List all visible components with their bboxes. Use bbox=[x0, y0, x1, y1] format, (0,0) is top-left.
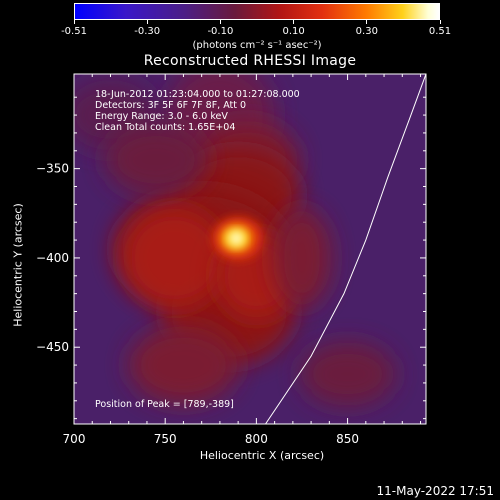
colorbar-tick-label: -0.51 bbox=[61, 26, 87, 37]
colorbar-tick-label: -0.10 bbox=[207, 26, 234, 37]
colorbar-tick-mark bbox=[73, 20, 75, 24]
colorbar-tick-label: 0.10 bbox=[282, 26, 305, 37]
solar-limb-curve bbox=[265, 74, 426, 424]
heatmap-blob bbox=[128, 325, 239, 405]
x-axis-label: Heliocentric X (arcsec) bbox=[199, 449, 325, 462]
heatmap-blob bbox=[123, 207, 226, 308]
x-tick-label: 850 bbox=[336, 432, 359, 446]
x-tick-label: 700 bbox=[63, 432, 86, 446]
colorbar-tick-mark bbox=[366, 20, 368, 24]
x-tick-label: 800 bbox=[245, 432, 268, 446]
y-tick-label: −450 bbox=[36, 340, 69, 354]
info-line: Clean Total counts: 1.65E+04 bbox=[95, 122, 235, 133]
info-line: Energy Range: 3.0 - 6.0 keV bbox=[95, 111, 228, 122]
colorbar-tick-label: -0.30 bbox=[134, 26, 161, 37]
info-line: Detectors: 3F 5F 6F 7F 8F, Att 0 bbox=[95, 100, 246, 111]
heatmap-blob bbox=[229, 231, 244, 246]
colorbar-tick-mark bbox=[439, 20, 441, 24]
y-tick-label: −400 bbox=[36, 251, 69, 265]
info-line: 18-Jun-2012 01:23:04.000 to 01:27:08.000 bbox=[95, 89, 300, 100]
colorbar-tick-mark bbox=[219, 20, 221, 24]
y-axis-label: Heliocentric Y (arcsec) bbox=[11, 203, 25, 327]
colorbar-units: (photons cm⁻² s⁻¹ asec⁻²) bbox=[192, 40, 322, 51]
heatmap-blob bbox=[300, 341, 395, 407]
peak-position-label: Position of Peak = [789,-389] bbox=[95, 399, 234, 410]
x-tick-label: 750 bbox=[154, 432, 177, 446]
heatmap-image bbox=[74, 74, 426, 424]
colorbar-tick-mark bbox=[146, 20, 148, 24]
y-tick-label: −350 bbox=[36, 162, 69, 176]
colorbar-tick-mark bbox=[293, 20, 295, 24]
footer-date: 11-May-2022 17:51 bbox=[376, 484, 494, 498]
heatmap-blob bbox=[272, 207, 332, 308]
chart-title: Reconstructed RHESSI Image bbox=[143, 53, 357, 69]
colorbar-tick-label: 0.30 bbox=[355, 26, 378, 37]
colorbar-tick-label: 0.51 bbox=[428, 26, 452, 37]
plot-frame bbox=[73, 73, 427, 425]
heatmap-blob bbox=[105, 123, 208, 196]
colorbar bbox=[74, 3, 440, 20]
